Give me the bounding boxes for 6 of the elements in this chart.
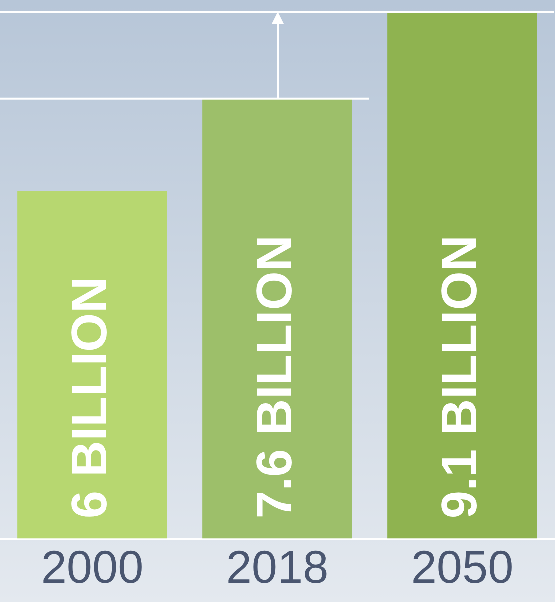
x-tick-label: 2018 [226, 541, 329, 594]
data-label: 7.6 BILLION [246, 235, 302, 519]
x-tick-label: 2050 [411, 541, 514, 594]
data-label: 9.1 BILLION [431, 235, 488, 519]
data-label: 6 BILLION [61, 277, 118, 519]
x-tick-label: 2000 [41, 541, 144, 594]
